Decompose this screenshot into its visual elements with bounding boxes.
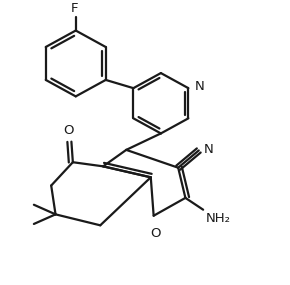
Text: NH₂: NH₂ — [205, 212, 231, 225]
Text: F: F — [70, 2, 78, 15]
Text: N: N — [195, 80, 204, 93]
Text: O: O — [150, 227, 160, 240]
Text: N: N — [204, 143, 214, 156]
Text: O: O — [63, 124, 74, 137]
